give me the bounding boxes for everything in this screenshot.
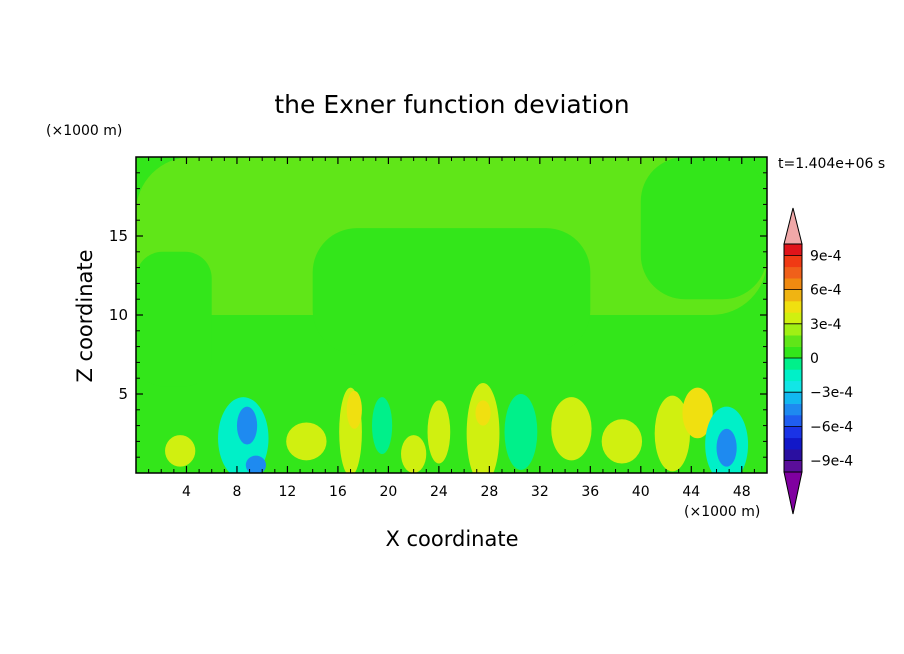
field-band xyxy=(312,228,591,355)
field-feature xyxy=(427,400,451,464)
colorbar-segment xyxy=(784,415,802,427)
field-feature xyxy=(346,390,362,429)
colorbar-tick-label: 9e-4 xyxy=(810,248,842,264)
field-feature xyxy=(682,387,713,439)
field-feature xyxy=(504,394,538,470)
x-tick-label: 44 xyxy=(682,484,700,500)
field-feature xyxy=(654,395,691,472)
field-feature xyxy=(401,435,427,473)
time-label: t=1.404e+06 s xyxy=(778,156,885,172)
colorbar-segment xyxy=(784,426,802,439)
colorbar-segment xyxy=(784,369,802,382)
y-axis-label: Z coordinate xyxy=(73,249,97,382)
colorbar-segment xyxy=(784,266,802,279)
colorbar-tick-label: −3e-4 xyxy=(810,385,853,401)
colorbar-tick-label: 0 xyxy=(810,351,819,367)
colorbar-segment xyxy=(784,346,802,359)
field-feature xyxy=(286,422,327,461)
colorbar-segment xyxy=(784,255,802,268)
field-feature xyxy=(236,406,258,445)
x-tick-label: 16 xyxy=(329,484,347,500)
field-feature xyxy=(716,428,737,467)
colorbar-tick-label: −6e-4 xyxy=(810,419,853,435)
field-feature xyxy=(165,435,196,467)
x-tick-label: 28 xyxy=(480,484,498,500)
x-tick-label: 4 xyxy=(182,484,191,500)
x-tick-label: 24 xyxy=(430,484,448,500)
x-tick-label: 20 xyxy=(379,484,397,500)
colorbar-segment xyxy=(784,358,802,370)
colorbar-segment xyxy=(784,449,802,461)
colorbar-tick-label: 3e-4 xyxy=(810,317,842,333)
colorbar-tick-label: −9e-4 xyxy=(810,454,853,470)
x-tick-label: 36 xyxy=(581,484,599,500)
field-band xyxy=(640,157,767,300)
x-tick-label: 8 xyxy=(232,484,241,500)
y-tick-label: 5 xyxy=(118,385,128,403)
x-tick-label: 32 xyxy=(531,484,549,500)
colorbar-segment xyxy=(784,289,802,302)
field-layers xyxy=(136,157,767,473)
colorbar-over-arrow xyxy=(783,207,803,245)
contour-field xyxy=(136,157,767,473)
colorbar-segment xyxy=(784,323,802,336)
x-unit-label: (×1000 m) xyxy=(684,504,760,520)
colorbar-segment xyxy=(784,335,802,347)
colorbar-segment xyxy=(784,244,802,256)
y-unit-label: (×1000 m) xyxy=(46,123,122,139)
x-axis-label: X coordinate xyxy=(385,527,518,551)
field-feature xyxy=(371,397,393,455)
colorbar-tick-label: 6e-4 xyxy=(810,283,842,299)
field-feature xyxy=(245,455,266,473)
field-feature xyxy=(551,397,592,461)
y-tick-label: 10 xyxy=(109,306,128,324)
chart-title: the Exner function deviation xyxy=(274,90,629,119)
x-tick-label: 40 xyxy=(632,484,650,500)
colorbar: 9e-4 6e-4 3e-4 0 −3e-4 −6e-4 −9e-4 xyxy=(783,207,853,515)
y-axis: 5 10 15 xyxy=(109,172,767,458)
field-band xyxy=(136,251,212,387)
x-tick-label: 12 xyxy=(279,484,297,500)
x-tick-label: 48 xyxy=(733,484,751,500)
field-feature xyxy=(466,382,500,473)
colorbar-segment xyxy=(784,301,802,313)
colorbar-segment xyxy=(784,312,802,325)
colorbar-segment xyxy=(784,437,802,450)
colorbar-segment xyxy=(784,460,802,473)
y-tick-label: 15 xyxy=(109,227,128,245)
colorbar-segment xyxy=(784,403,802,416)
x-axis: 4 8 12 16 20 24 28 32 36 40 44 48 xyxy=(148,157,755,500)
colorbar-segment xyxy=(784,380,802,393)
field-feature xyxy=(475,400,491,426)
colorbar-under-arrow xyxy=(783,471,803,515)
colorbar-segment xyxy=(784,278,802,290)
field-feature xyxy=(601,419,643,464)
colorbar-segment xyxy=(784,392,802,404)
